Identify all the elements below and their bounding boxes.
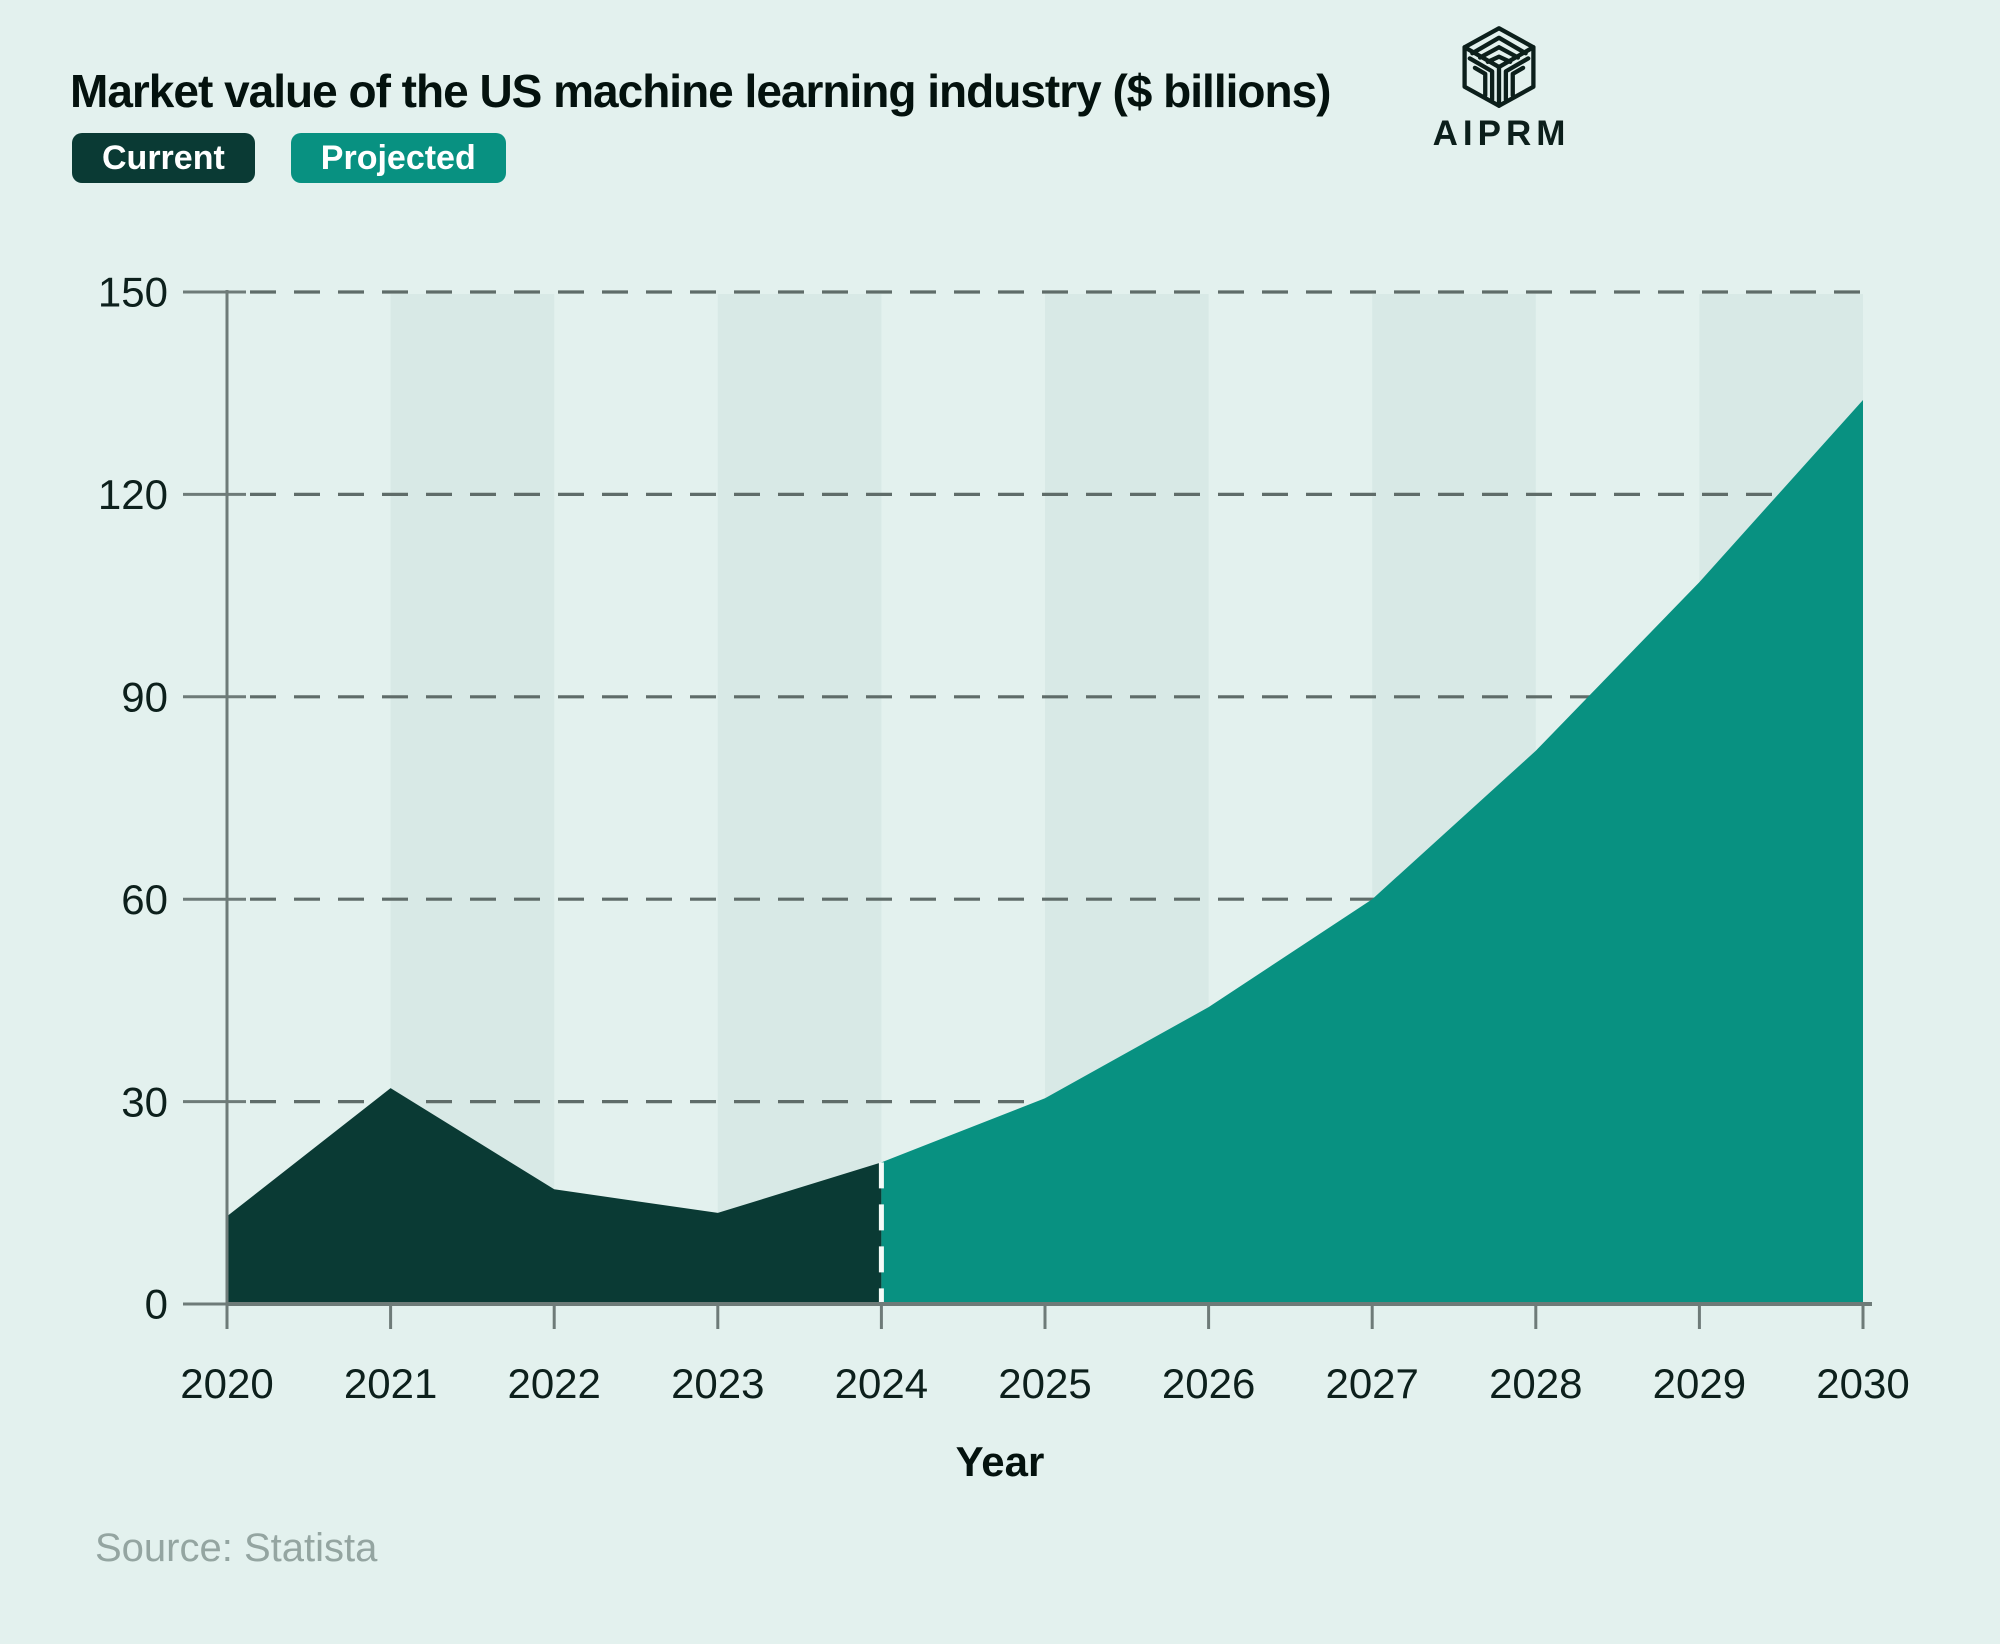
y-tick-label: 30 bbox=[121, 1078, 168, 1125]
page-title: Market value of the US machine learning … bbox=[70, 65, 1331, 117]
x-tick-label: 2020 bbox=[180, 1360, 273, 1407]
x-tick-label: 2030 bbox=[1816, 1360, 1909, 1407]
x-tick-label: 2028 bbox=[1489, 1360, 1582, 1407]
x-axis-title: Year bbox=[955, 1438, 1045, 1485]
brand-name: AIPRM bbox=[1432, 114, 1571, 153]
brand: AIPRM bbox=[1408, 24, 1590, 154]
projected-area bbox=[881, 399, 1863, 1304]
y-tick-label: 150 bbox=[98, 269, 168, 316]
legend: Current Projected bbox=[72, 133, 506, 183]
x-tick-label: 2024 bbox=[835, 1360, 928, 1407]
x-tick-label: 2023 bbox=[671, 1360, 764, 1407]
x-tick-label: 2025 bbox=[998, 1360, 1091, 1407]
x-tick-label: 2022 bbox=[507, 1360, 600, 1407]
x-tick-label: 2026 bbox=[1162, 1360, 1255, 1407]
current-area bbox=[227, 1088, 882, 1304]
legend-item-projected: Projected bbox=[290, 133, 506, 183]
legend-item-current: Current bbox=[72, 133, 255, 183]
plot-band bbox=[717, 294, 882, 1304]
y-tick-label: 90 bbox=[121, 674, 168, 721]
y-tick-label: 120 bbox=[98, 471, 168, 518]
x-tick-label: 2021 bbox=[344, 1360, 437, 1407]
y-tick-label: 0 bbox=[145, 1281, 168, 1328]
aiprm-logo-icon bbox=[1462, 26, 1536, 108]
x-tick-label: 2027 bbox=[1325, 1360, 1418, 1407]
y-tick-label: 60 bbox=[121, 876, 168, 923]
source-note: Source: Statista bbox=[95, 1526, 378, 1570]
x-tick-label: 2029 bbox=[1653, 1360, 1746, 1407]
